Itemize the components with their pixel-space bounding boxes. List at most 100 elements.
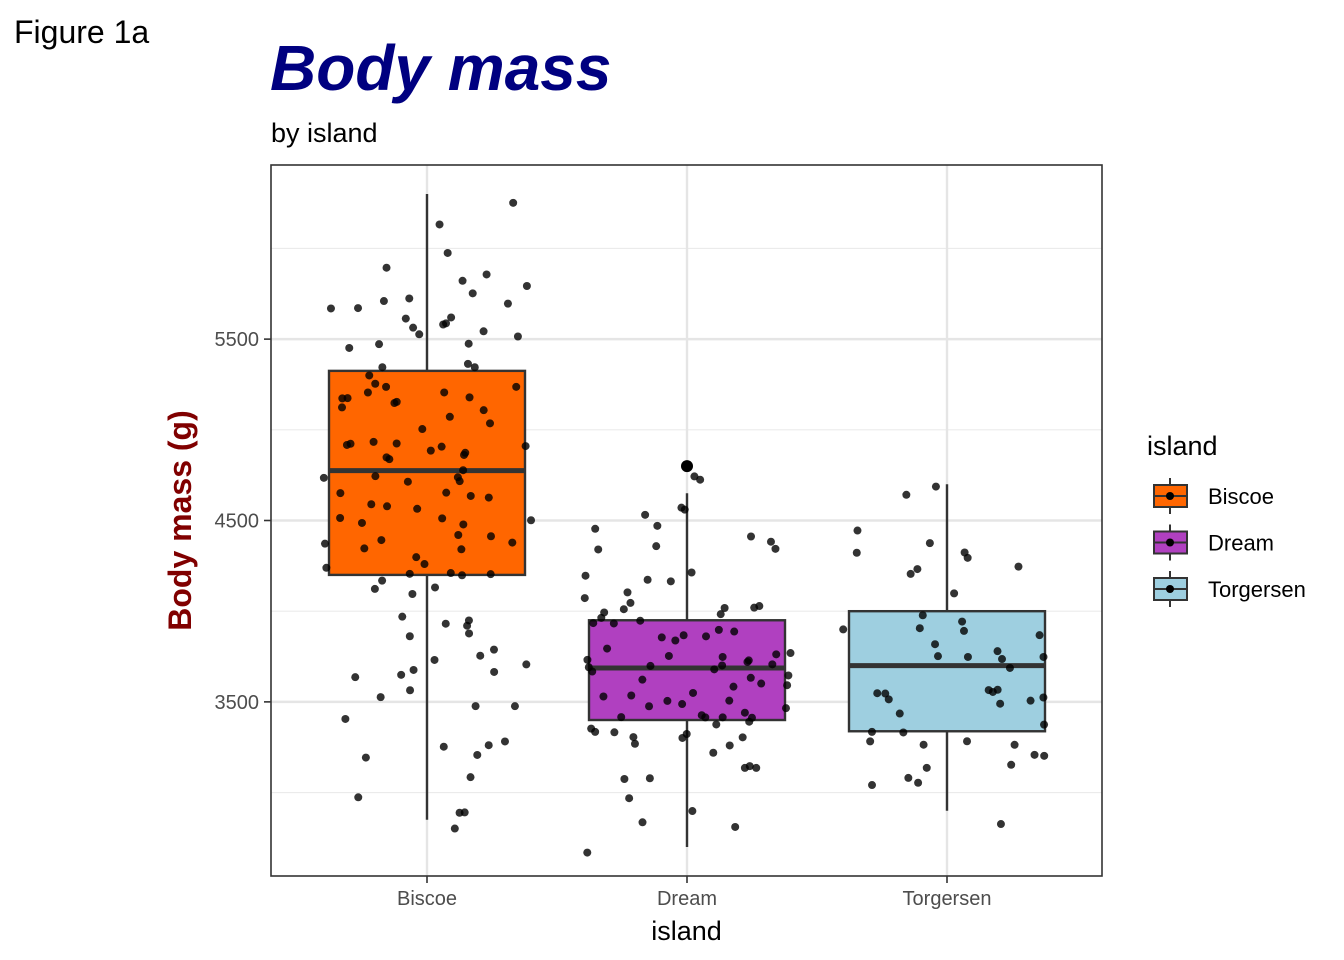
outlier-point-dream [681,460,693,473]
data-point-torgersen [839,625,848,634]
data-point-biscoe [464,339,473,348]
data-point-biscoe [378,363,387,372]
data-point-dream [718,661,727,670]
data-point-torgersen [931,482,940,491]
data-point-biscoe [426,446,435,455]
data-point-dream [747,532,756,541]
data-point-biscoe [385,455,394,464]
data-point-dream [740,708,749,717]
y-tick-label: 3500 [215,692,260,714]
data-point-dream [725,741,734,750]
data-point-biscoe [489,645,498,654]
data-point-biscoe [320,539,329,548]
data-point-biscoe [454,531,463,540]
data-point-biscoe [503,299,512,308]
data-point-biscoe [437,442,446,451]
legend-label: Torgersen [1208,577,1306,602]
legend-key-point [1166,538,1174,547]
data-point-dream [730,627,739,636]
data-point-biscoe [509,198,518,207]
data-point-torgersen [925,539,934,548]
data-point-biscoe [405,569,414,578]
data-point-dream [718,652,727,661]
data-point-biscoe [463,359,472,368]
data-point-biscoe [447,313,456,322]
data-point-torgersen [1035,631,1044,640]
data-point-dream [641,510,650,519]
legend-title: island [1147,431,1218,461]
data-point-biscoe [431,583,440,592]
data-point-dream [589,619,598,628]
data-point-biscoe [527,516,536,525]
data-point-biscoe [512,382,521,391]
data-point-dream [671,636,680,645]
data-point-biscoe [459,466,468,475]
data-point-biscoe [382,382,391,391]
data-point-dream [638,675,647,684]
data-point-biscoe [405,294,414,303]
y-tick-label: 4500 [215,511,260,533]
data-point-biscoe [476,651,485,660]
data-point-torgersen [1007,760,1016,769]
data-point-biscoe [351,673,360,682]
legend-item-torgersen: Torgersen [1153,571,1306,607]
data-point-torgersen [1005,663,1014,672]
data-point-biscoe [408,590,417,599]
data-point-dream [663,696,672,705]
data-point-biscoe [383,502,392,511]
data-point-dream [768,660,777,669]
data-point-torgersen [996,820,1005,829]
data-point-dream [599,692,608,701]
data-point-dream [610,728,619,737]
data-point-biscoe [376,693,385,702]
data-point-dream [746,673,755,682]
data-point-dream [646,661,655,670]
data-point-biscoe [370,584,379,593]
data-point-torgersen [918,611,927,620]
data-point-dream [716,610,725,619]
data-point-biscoe [409,323,418,332]
data-point-dream [750,603,759,612]
data-point-biscoe [470,363,479,372]
data-point-biscoe [361,753,370,762]
data-point-biscoe [466,773,475,782]
data-point-torgersen [1040,720,1049,729]
data-point-biscoe [406,686,415,695]
data-point-biscoe [457,545,466,554]
data-point-biscoe [484,741,493,750]
data-point-torgersen [904,773,913,782]
data-point-dream [617,713,626,722]
data-point-biscoe [392,397,401,406]
data-point-torgersen [913,565,922,574]
data-point-biscoe [460,808,469,817]
data-point-dream [720,604,729,613]
data-point-dream [678,700,687,709]
data-point-biscoe [479,406,488,415]
data-point-biscoe [465,393,474,402]
data-point-biscoe [438,514,447,523]
data-point-torgersen [1030,750,1039,759]
data-point-dream [638,818,647,827]
data-point-biscoe [343,394,352,403]
x-tick-label: Dream [657,888,717,910]
box-torgersen [847,609,1047,733]
data-point-dream [645,774,654,783]
data-point-torgersen [1026,696,1035,705]
data-point-biscoe [371,472,380,481]
data-point-biscoe [397,670,406,679]
data-point-dream [584,663,593,672]
data-point-dream [679,631,688,640]
data-point-biscoe [441,619,450,628]
data-point-biscoe [471,702,480,711]
data-point-dream [740,763,749,772]
data-point-biscoe [377,536,386,545]
data-point-biscoe [482,270,491,279]
data-point-dream [701,713,710,722]
data-point-dream [623,588,632,597]
data-point-dream [757,679,766,688]
data-point-biscoe [371,379,380,388]
data-point-dream [625,794,634,803]
data-point-torgersen [1010,740,1019,749]
data-point-dream [603,644,612,653]
